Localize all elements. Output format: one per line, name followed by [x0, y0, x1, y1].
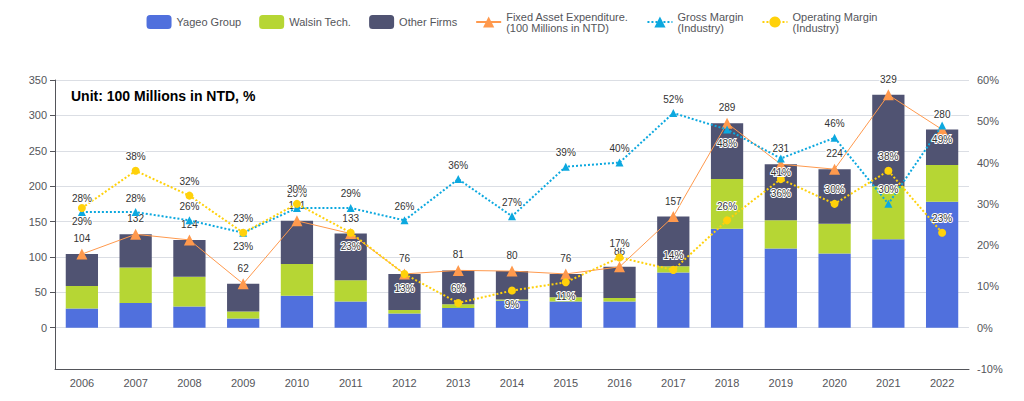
svg-text:132: 132	[127, 213, 144, 225]
svg-text:36%: 36%	[771, 188, 791, 199]
svg-text:28%: 28%	[72, 193, 92, 204]
svg-text:104: 104	[74, 233, 91, 244]
svg-text:14%: 14%	[663, 250, 683, 261]
svg-text:26%: 26%	[717, 201, 737, 212]
svg-text:2012: 2012	[392, 377, 416, 389]
svg-text:2020: 2020	[822, 377, 846, 389]
svg-text:2007: 2007	[123, 377, 147, 389]
svg-text:289: 289	[719, 102, 736, 113]
svg-text:2011: 2011	[339, 377, 363, 389]
svg-text:(Industry): (Industry)	[792, 22, 838, 34]
svg-text:36%: 36%	[448, 160, 468, 171]
svg-text:150: 150	[29, 216, 47, 228]
svg-text:(100 Millions in NTD): (100 Millions in NTD)	[506, 22, 609, 34]
svg-text:224: 224	[826, 148, 843, 159]
svg-text:38%: 38%	[126, 151, 146, 162]
svg-text:2006: 2006	[70, 377, 94, 389]
svg-text:23%: 23%	[233, 213, 253, 224]
svg-text:200: 200	[29, 180, 47, 192]
svg-text:-10%: -10%	[977, 363, 1003, 375]
svg-text:30%: 30%	[287, 184, 307, 195]
svg-text:2010: 2010	[285, 377, 309, 389]
svg-text:30%: 30%	[977, 198, 999, 210]
svg-text:2008: 2008	[177, 377, 201, 389]
svg-text:52%: 52%	[663, 94, 683, 105]
svg-text:Other Firms: Other Firms	[399, 16, 458, 28]
svg-text:Yageo Group: Yageo Group	[177, 16, 242, 28]
svg-text:26%: 26%	[179, 201, 199, 212]
svg-text:2022: 2022	[930, 377, 954, 389]
svg-text:60%: 60%	[977, 74, 999, 86]
svg-text:39%: 39%	[556, 147, 576, 158]
svg-text:80: 80	[506, 250, 518, 261]
svg-text:Unit: 100 Millions in NTD, %: Unit: 100 Millions in NTD, %	[71, 88, 256, 104]
svg-text:300: 300	[29, 109, 47, 121]
svg-text:32%: 32%	[179, 176, 199, 187]
svg-text:81: 81	[453, 249, 465, 260]
svg-text:26%: 26%	[394, 201, 414, 212]
svg-text:13%: 13%	[394, 283, 414, 294]
svg-text:2014: 2014	[500, 377, 524, 389]
svg-text:350: 350	[29, 74, 47, 86]
svg-text:151: 151	[288, 199, 306, 211]
svg-text:50: 50	[35, 286, 47, 298]
svg-text:2019: 2019	[769, 377, 793, 389]
svg-text:2009: 2009	[231, 377, 255, 389]
svg-text:Fixed Asset Expenditure.: Fixed Asset Expenditure.	[506, 10, 628, 23]
svg-text:124: 124	[181, 219, 198, 230]
svg-text:2015: 2015	[554, 377, 578, 389]
svg-text:133: 133	[342, 213, 359, 224]
svg-text:(Industry): (Industry)	[677, 22, 723, 34]
svg-text:2013: 2013	[446, 377, 470, 389]
svg-text:11%: 11%	[556, 291, 575, 302]
svg-text:38%: 38%	[878, 151, 898, 162]
svg-text:40%: 40%	[610, 143, 630, 154]
svg-text:48%: 48%	[717, 138, 737, 149]
svg-text:2018: 2018	[715, 377, 739, 389]
svg-text:76: 76	[560, 253, 572, 264]
svg-text:29%: 29%	[72, 216, 92, 227]
svg-text:29%: 29%	[341, 188, 361, 199]
svg-text:Gross Margin: Gross Margin	[677, 10, 744, 23]
svg-text:41%: 41%	[771, 167, 791, 178]
svg-text:27%: 27%	[502, 197, 522, 208]
svg-text:280: 280	[934, 109, 951, 120]
svg-text:Operating Margin: Operating Margin	[792, 10, 878, 23]
svg-text:250: 250	[29, 145, 47, 157]
svg-text:100: 100	[29, 251, 47, 263]
svg-text:0: 0	[41, 322, 47, 334]
svg-text:9%: 9%	[505, 299, 520, 310]
svg-text:50%: 50%	[977, 115, 999, 127]
svg-text:2021: 2021	[876, 377, 900, 389]
svg-text:76: 76	[399, 253, 411, 264]
svg-text:0%: 0%	[977, 322, 993, 334]
svg-text:28%: 28%	[126, 193, 146, 204]
svg-text:157: 157	[665, 196, 682, 207]
svg-text:30%: 30%	[825, 184, 845, 195]
svg-text:6%: 6%	[451, 283, 466, 294]
svg-text:23%: 23%	[341, 241, 361, 252]
svg-text:17%: 17%	[610, 238, 630, 249]
svg-text:40%: 40%	[977, 157, 999, 169]
svg-text:20%: 20%	[977, 239, 999, 251]
svg-text:46%: 46%	[825, 118, 845, 129]
svg-text:329: 329	[880, 74, 897, 85]
svg-text:Walsin Tech.: Walsin Tech.	[289, 16, 351, 28]
svg-text:2017: 2017	[661, 377, 685, 389]
svg-text:23%: 23%	[233, 241, 253, 252]
svg-text:62: 62	[238, 263, 250, 274]
svg-text:30%: 30%	[878, 184, 898, 195]
svg-text:2016: 2016	[607, 377, 631, 389]
svg-text:231: 231	[772, 143, 789, 154]
svg-text:23%: 23%	[932, 213, 952, 224]
svg-text:49%: 49%	[932, 134, 952, 145]
svg-text:10%: 10%	[977, 280, 999, 292]
